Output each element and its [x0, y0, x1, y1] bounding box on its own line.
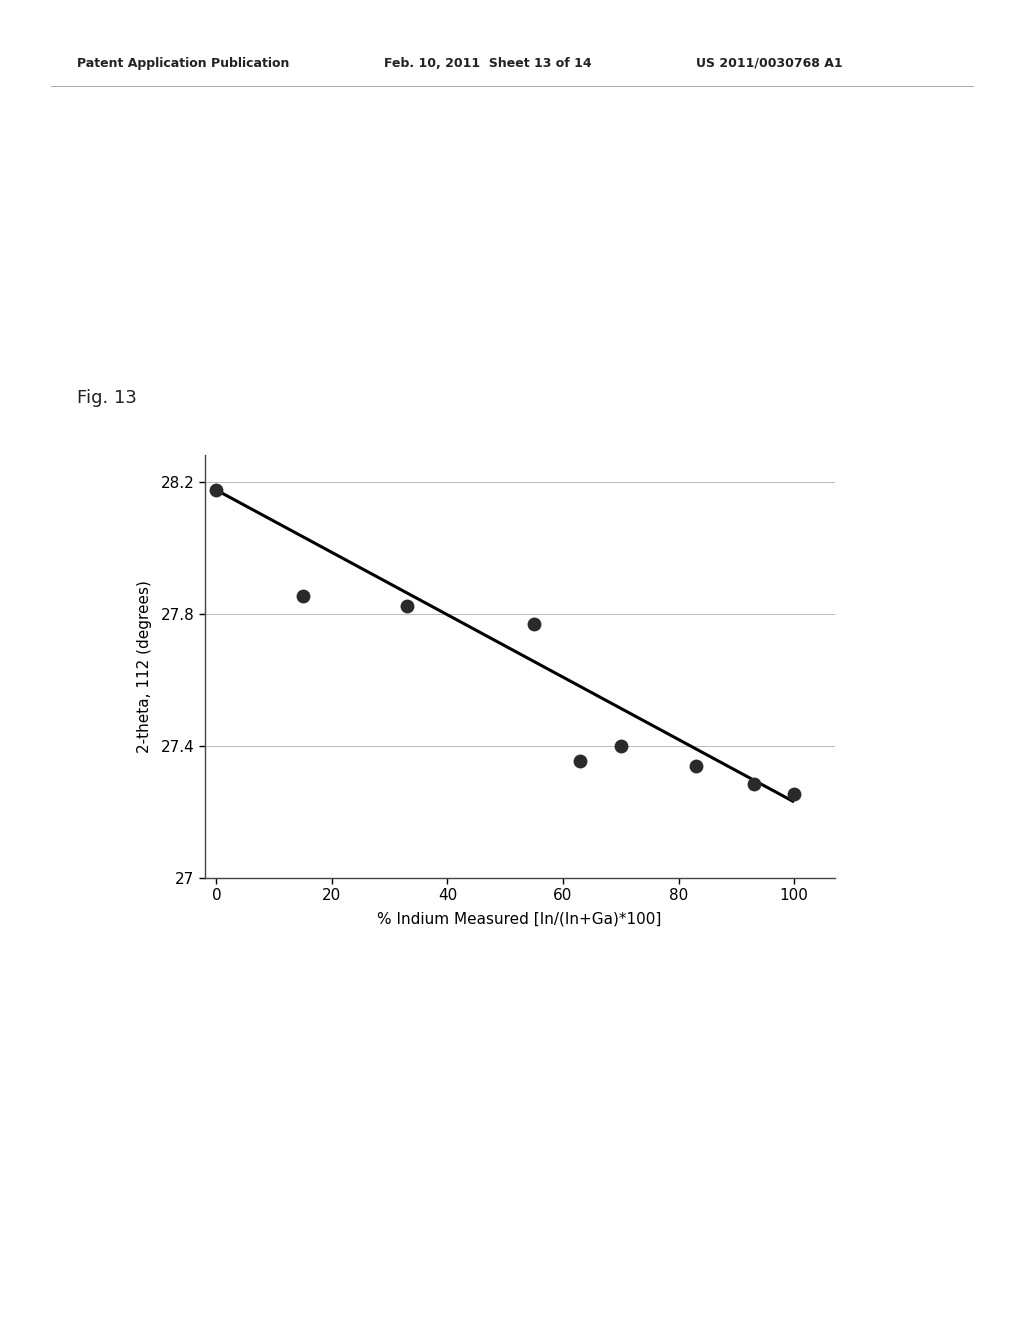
Text: Patent Application Publication: Patent Application Publication — [77, 57, 289, 70]
Point — [295, 585, 311, 606]
Point — [398, 595, 415, 616]
Text: US 2011/0030768 A1: US 2011/0030768 A1 — [696, 57, 843, 70]
Point — [688, 755, 705, 776]
Point — [786, 783, 803, 804]
Point — [208, 479, 224, 500]
Point — [612, 735, 629, 756]
Point — [745, 774, 762, 795]
X-axis label: % Indium Measured [In/(In+Ga)*100]: % Indium Measured [In/(In+Ga)*100] — [378, 912, 662, 927]
Text: Fig. 13: Fig. 13 — [77, 389, 136, 408]
Point — [572, 750, 589, 771]
Text: Feb. 10, 2011  Sheet 13 of 14: Feb. 10, 2011 Sheet 13 of 14 — [384, 57, 592, 70]
Point — [526, 614, 543, 635]
Y-axis label: 2-theta, 112 (degrees): 2-theta, 112 (degrees) — [137, 581, 153, 752]
